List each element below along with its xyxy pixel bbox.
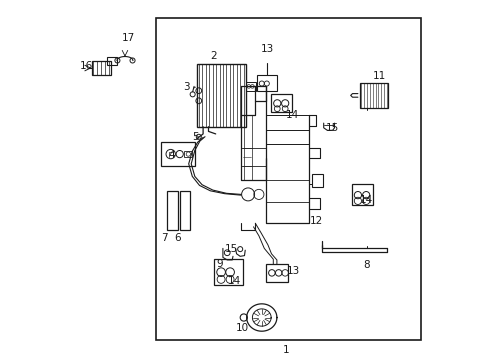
Text: 2: 2	[210, 51, 217, 61]
Bar	[351, 184, 373, 205]
Text: 16: 16	[80, 60, 93, 71]
Text: 14: 14	[285, 110, 298, 120]
Text: 11: 11	[372, 71, 386, 81]
Bar	[184, 151, 192, 157]
Bar	[271, 94, 291, 112]
Text: 14: 14	[360, 195, 373, 205]
Text: 10: 10	[236, 323, 249, 333]
Bar	[265, 264, 287, 282]
Text: 8: 8	[363, 260, 369, 270]
Bar	[106, 57, 117, 65]
Bar	[179, 191, 189, 230]
Bar	[197, 64, 245, 127]
Text: 13: 13	[261, 44, 274, 54]
Text: 12: 12	[309, 216, 323, 226]
Text: 5: 5	[192, 132, 199, 142]
Bar	[311, 174, 322, 187]
Text: 4: 4	[168, 150, 175, 160]
Text: 9: 9	[216, 258, 222, 269]
Text: 17: 17	[122, 33, 135, 43]
Text: 13: 13	[286, 266, 299, 276]
Text: 15: 15	[325, 123, 339, 133]
Bar	[91, 61, 111, 75]
Bar	[167, 191, 178, 230]
Bar	[257, 75, 276, 91]
Bar	[359, 83, 387, 108]
Bar	[213, 259, 243, 285]
Text: 6: 6	[174, 233, 181, 243]
Text: 14: 14	[228, 276, 241, 286]
Bar	[161, 142, 195, 166]
Text: 3: 3	[183, 82, 189, 92]
Text: 15: 15	[225, 244, 238, 254]
Bar	[156, 18, 420, 340]
Bar	[246, 82, 256, 91]
Text: 7: 7	[161, 233, 167, 243]
Text: 1: 1	[282, 345, 288, 355]
